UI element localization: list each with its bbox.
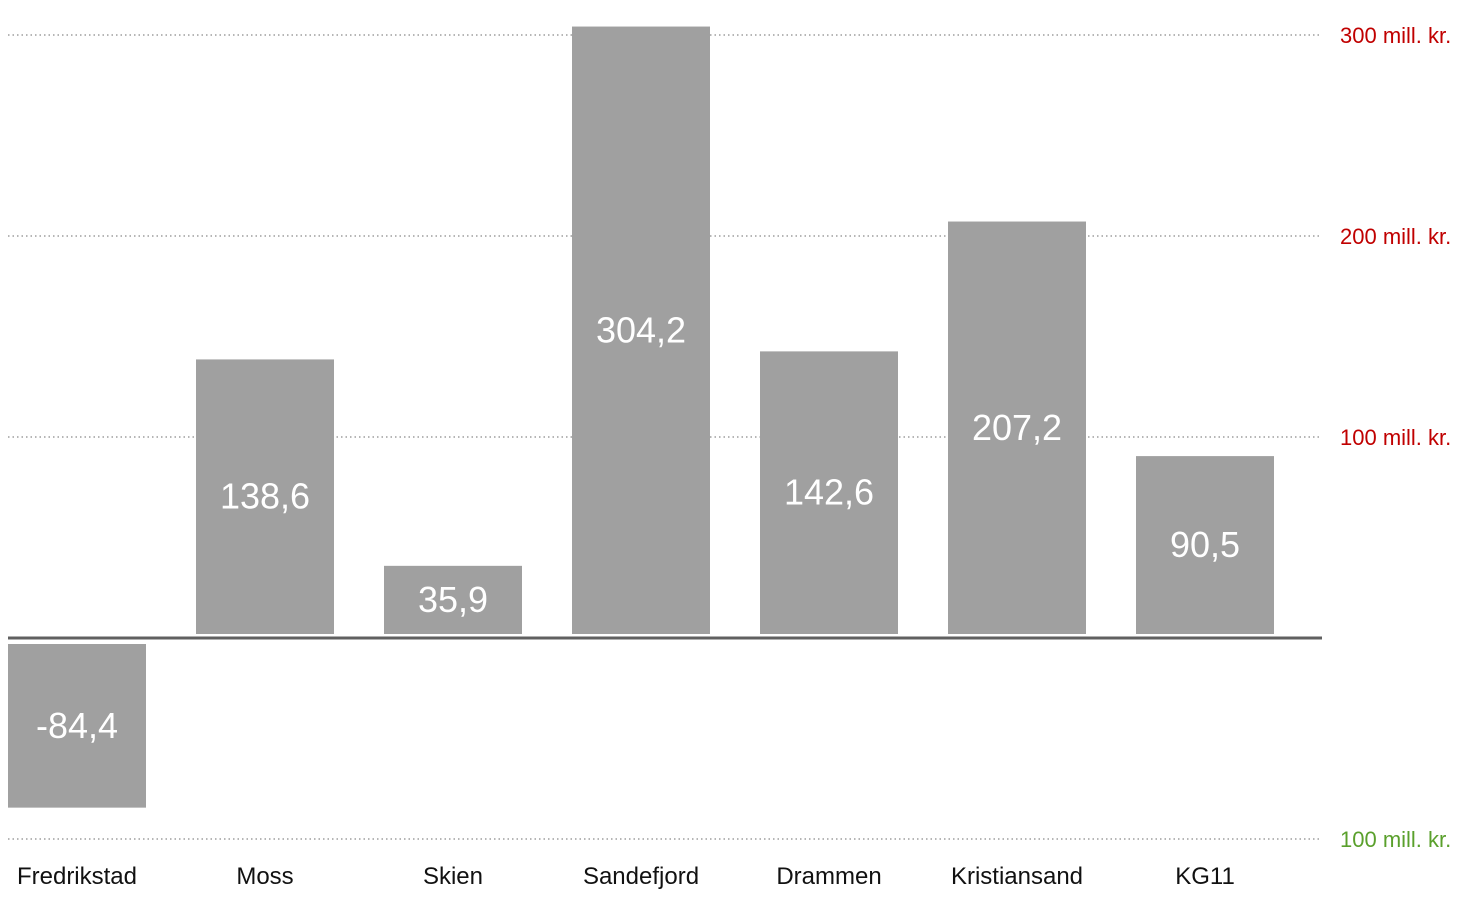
- y-axis-tick-labels: 300 mill. kr. 200 mill. kr. 100 mill. kr. 1…: [1340, 23, 1451, 852]
- data-label: 138,6: [220, 476, 310, 517]
- y-tick-label: 300 mill. kr.: [1340, 23, 1451, 48]
- data-label: 207,2: [972, 407, 1062, 448]
- data-label: 35,9: [418, 579, 488, 620]
- bar: [948, 221, 1086, 634]
- data-label: 304,2: [596, 309, 686, 350]
- category-label: Skien: [423, 863, 483, 890]
- bar: [384, 565, 522, 634]
- data-label: -84,4: [36, 705, 118, 746]
- category-label: Drammen: [776, 863, 881, 890]
- bar: [196, 359, 334, 634]
- category-label: Fredrikstad: [17, 863, 137, 890]
- y-tick-label: 200 mill. kr.: [1340, 224, 1451, 249]
- bars: [8, 26, 1274, 808]
- category-label: Moss: [236, 863, 293, 890]
- data-label: 90,5: [1170, 524, 1240, 565]
- category-label: Sandefjord: [583, 863, 699, 890]
- data-labels: -84,4 138,6 35,9 304,2 142,6 207,2 90,5: [36, 309, 1240, 746]
- category-label: Kristiansand: [951, 863, 1083, 890]
- y-tick-label: 100 mill. kr.: [1340, 425, 1451, 450]
- bar: [760, 351, 898, 634]
- bar: [572, 26, 710, 635]
- y-tick-label: 100 mill. kr.: [1340, 827, 1451, 852]
- bar: [1136, 456, 1274, 634]
- category-label: KG11: [1175, 863, 1235, 890]
- x-axis-category-labels: Fredrikstad Moss Skien Sandefjord Drammen Kri…: [17, 863, 1235, 890]
- bar: [8, 644, 146, 808]
- data-label: 142,6: [784, 472, 874, 513]
